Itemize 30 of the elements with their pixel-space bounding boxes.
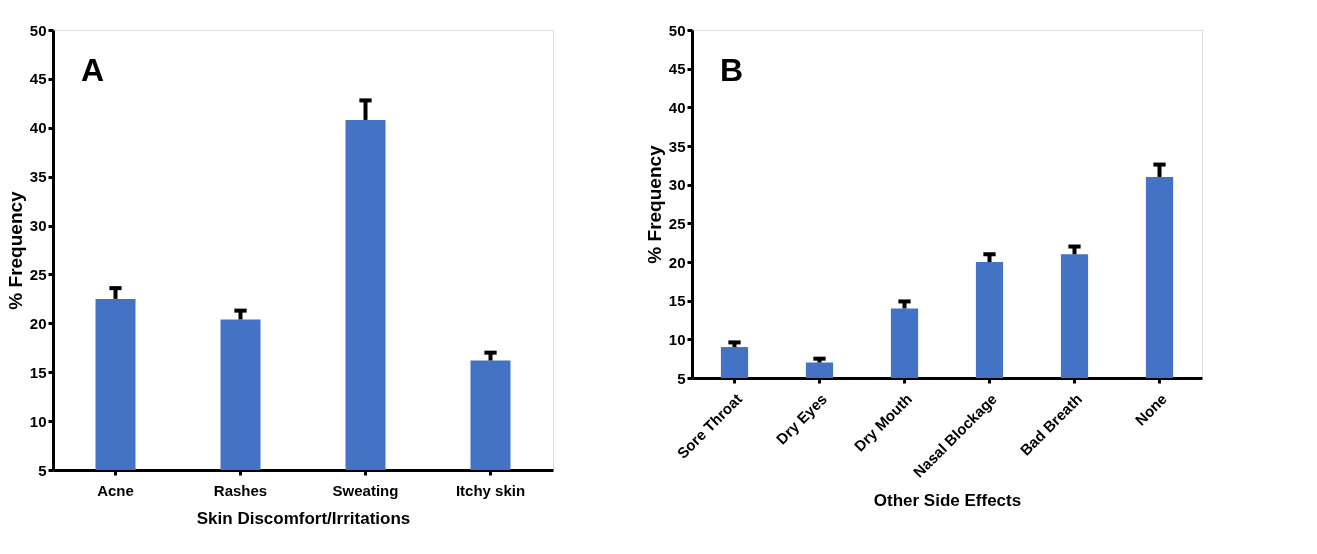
- y-tick-label: 5: [677, 369, 686, 387]
- x-tick-label: Rashes: [213, 481, 268, 499]
- y-tick-label: 35: [29, 168, 47, 186]
- y-tick-label: 10: [668, 330, 686, 348]
- x-tick-label: Itchy skin: [455, 481, 526, 499]
- y-axis-title: % Frequency: [4, 190, 26, 310]
- y-tick-label: 30: [29, 217, 47, 235]
- y-tick-label: 15: [668, 292, 686, 310]
- y-tick-label: 25: [29, 265, 47, 283]
- y-tick-label: 20: [668, 253, 686, 271]
- y-tick-label: 45: [668, 60, 686, 78]
- y-tick-label: 40: [668, 98, 686, 116]
- y-tick-label: 20: [29, 314, 47, 332]
- x-tick-label: Acne: [97, 481, 134, 499]
- y-tick-label: 15: [29, 363, 47, 381]
- annotation: B: [720, 52, 744, 88]
- x-tick-label: Sweating: [332, 481, 399, 499]
- y-tick-label: 5: [38, 461, 47, 479]
- y-axis-title: % Frequency: [643, 144, 665, 264]
- y-tick-label: 40: [29, 119, 47, 137]
- y-tick-label: 10: [29, 412, 47, 430]
- y-tick-label: 45: [29, 70, 47, 88]
- y-tick-label: 35: [668, 137, 686, 155]
- annotation: A: [81, 52, 105, 88]
- y-tick-label: 30: [668, 176, 686, 194]
- y-tick-label: 50: [668, 21, 686, 39]
- x-axis-title: Other Side Effects: [873, 490, 1022, 510]
- y-tick-label: 25: [668, 214, 686, 232]
- y-tick-label: 50: [29, 21, 47, 39]
- x-axis-title: Skin Discomfort/Irritations: [196, 508, 411, 528]
